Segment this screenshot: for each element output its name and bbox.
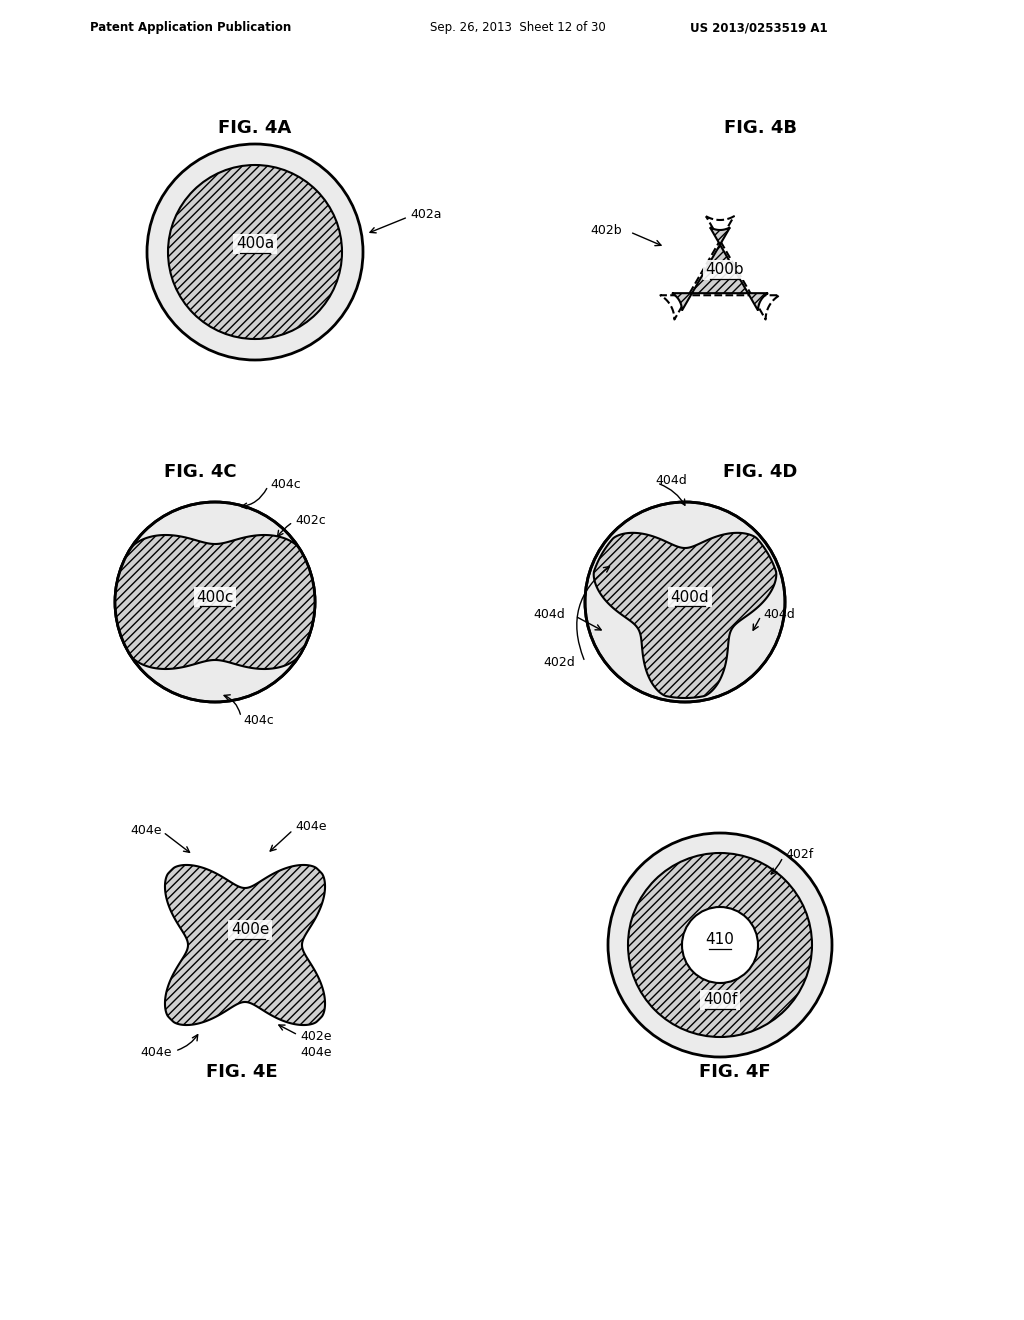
Text: 404c: 404c [270,478,301,491]
Text: US 2013/0253519 A1: US 2013/0253519 A1 [690,21,827,34]
Text: FIG. 4A: FIG. 4A [218,119,292,137]
Text: FIG. 4D: FIG. 4D [723,463,798,480]
Text: 404e: 404e [130,824,162,837]
Text: 400f: 400f [702,993,737,1007]
Text: 402d: 402d [543,656,574,668]
Text: 404c: 404c [243,714,273,726]
Text: 402e: 402e [300,1031,332,1044]
Circle shape [585,502,785,702]
Text: 402f: 402f [785,849,813,862]
Text: 404d: 404d [763,607,795,620]
Text: Patent Application Publication: Patent Application Publication [90,21,291,34]
Text: 400e: 400e [230,923,269,937]
Polygon shape [594,533,776,698]
Text: 404e: 404e [140,1047,171,1060]
Circle shape [115,502,315,702]
Text: 400b: 400b [706,263,744,277]
Text: FIG. 4C: FIG. 4C [164,463,237,480]
Text: 404d: 404d [534,607,565,620]
Text: 404e: 404e [300,1047,332,1060]
Text: 404e: 404e [295,821,327,833]
Circle shape [608,833,831,1057]
Circle shape [168,165,342,339]
Polygon shape [672,227,768,310]
Circle shape [682,907,758,983]
Text: 402a: 402a [410,209,441,222]
Text: 400a: 400a [236,236,274,252]
Text: 400c: 400c [197,590,233,605]
Text: 404d: 404d [655,474,687,487]
Text: FIG. 4B: FIG. 4B [724,119,797,137]
Text: 400d: 400d [671,590,710,605]
Circle shape [628,853,812,1038]
Polygon shape [115,535,315,669]
Circle shape [147,144,362,360]
Text: Sep. 26, 2013  Sheet 12 of 30: Sep. 26, 2013 Sheet 12 of 30 [430,21,606,34]
Text: 402b: 402b [590,223,622,236]
Text: FIG. 4E: FIG. 4E [206,1063,278,1081]
Text: 402c: 402c [295,513,326,527]
Text: 410: 410 [706,932,734,948]
Polygon shape [165,865,325,1026]
Text: FIG. 4F: FIG. 4F [699,1063,771,1081]
